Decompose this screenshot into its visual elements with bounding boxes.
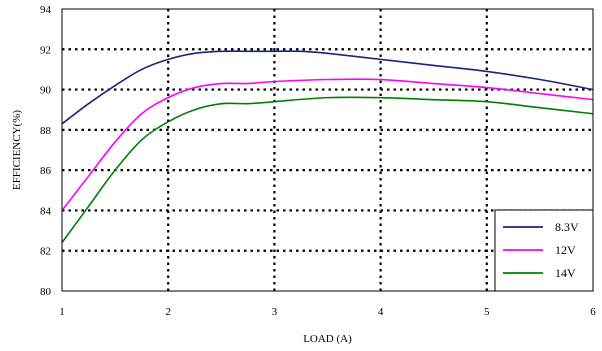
y-tick-label: 92	[40, 44, 51, 56]
series-line-12V	[61, 78, 594, 211]
y-tick-label: 86	[40, 165, 52, 177]
x-tick-label: 6	[590, 306, 596, 318]
x-tick-label: 3	[272, 306, 278, 318]
series-lines	[61, 50, 594, 244]
y-tick-label: 80	[40, 286, 52, 298]
x-tick-label: 5	[484, 306, 490, 318]
legend-label: 8.3V	[555, 220, 579, 234]
legend-box	[494, 209, 594, 292]
axis-ticks: 80 82 84 86 88 90 92 94 1 2 3 4 5 6	[40, 4, 596, 318]
y-tick-label: 84	[40, 205, 52, 217]
legend: 8.3V 12V 14V	[494, 209, 594, 292]
legend-label: 14V	[555, 266, 576, 280]
legend-label: 12V	[555, 243, 576, 257]
x-axis-label: LOAD (A)	[303, 333, 352, 345]
series-line-8.3V	[61, 50, 594, 125]
y-tick-label: 90	[40, 85, 52, 97]
x-tick-label: 2	[165, 306, 171, 318]
x-tick-label: 4	[378, 306, 384, 318]
series-line-14V	[61, 96, 594, 244]
y-tick-label: 94	[40, 4, 52, 16]
x-tick-label: 1	[59, 306, 65, 318]
y-tick-label: 88	[40, 125, 52, 137]
plot-area-frame	[61, 8, 594, 292]
y-axis-label: EFFICIENCY(%)	[11, 110, 23, 190]
y-tick-label: 82	[40, 246, 51, 258]
